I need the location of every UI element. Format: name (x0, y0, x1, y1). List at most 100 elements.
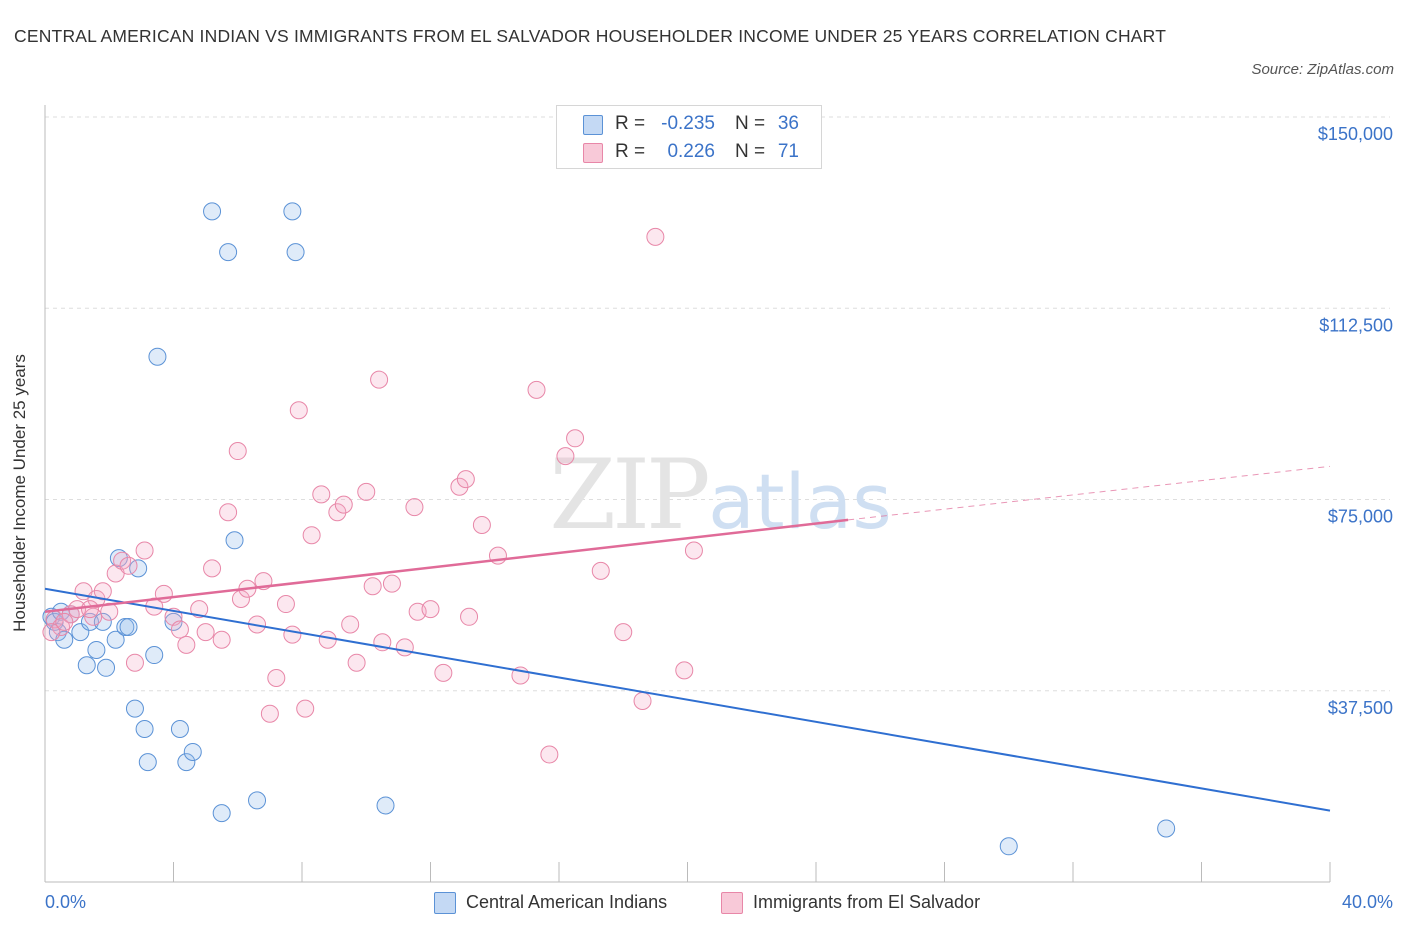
pink-point-61 (566, 429, 585, 448)
blue-swatch (583, 115, 603, 135)
pink-n-label: N = (735, 141, 766, 162)
pink-r-value: 0.226 (667, 141, 715, 162)
blue-n-value: 36 (777, 113, 799, 134)
pink-point-30 (267, 669, 286, 687)
y-tick-label-3: $150,000 (1318, 124, 1393, 144)
legend-swatch-blue (434, 892, 456, 914)
blue-point-16 (125, 699, 144, 718)
blue-point-18 (135, 720, 154, 738)
blue-point-7 (77, 656, 96, 675)
blue-point-34 (999, 837, 1018, 856)
pink-point-58 (527, 380, 546, 399)
axes (44, 105, 1331, 883)
pink-point-44 (370, 370, 389, 389)
blue-point-25 (183, 742, 202, 761)
pink-point-34 (296, 699, 315, 718)
pink-point-68 (42, 623, 61, 642)
pink-point-22 (212, 630, 231, 649)
blue-point-9 (87, 640, 106, 659)
pink-point-31 (276, 595, 295, 614)
pink-point-50 (421, 600, 440, 619)
y-tick-label-0: $37,500 (1328, 698, 1393, 718)
blue-point-19 (138, 753, 157, 772)
pink-point-55 (472, 516, 491, 534)
pink-point-66 (675, 661, 694, 680)
pink-point-12 (125, 653, 144, 672)
pink-n-value: 71 (777, 141, 799, 162)
pink-point-46 (382, 574, 401, 593)
trend-line-pink-extension (848, 465, 1331, 521)
pink-point-24 (228, 442, 247, 461)
pink-point-47 (395, 638, 414, 657)
trend-line-blue (44, 587, 1331, 812)
pink-point-20 (196, 623, 215, 642)
blue-point-8 (80, 612, 99, 631)
legend-swatch-pink (721, 892, 743, 914)
y-tick-label-2: $112,500 (1319, 315, 1393, 335)
blue-r-label: R = (615, 113, 646, 134)
blue-point-12 (106, 630, 125, 649)
blue-point-33 (376, 796, 395, 815)
grid-lines (45, 116, 1390, 692)
blue-point-26 (203, 202, 222, 221)
pink-point-42 (357, 482, 376, 501)
pink-point-63 (614, 623, 633, 642)
pink-point-7 (93, 582, 112, 601)
legend-label-blue: Central American Indians (466, 892, 668, 912)
blue-point-10 (97, 658, 116, 677)
pink-point-13 (135, 541, 154, 560)
blue-point-20 (145, 646, 164, 665)
blue-point-11 (93, 612, 112, 631)
pink-swatch (583, 143, 603, 163)
y-axis-label: Householder Income Under 25 years (10, 354, 29, 632)
pink-point-51 (434, 663, 453, 682)
legend-label-pink: Immigrants from El Salvador (753, 892, 981, 912)
blue-point-21 (148, 347, 167, 366)
pink-point-23 (219, 503, 238, 522)
blue-point-35 (1157, 819, 1176, 838)
blue-point-30 (248, 791, 267, 810)
y-tick-labels: $37,500 $75,000 $112,500 $150,000 (1318, 124, 1393, 718)
pink-point-64 (633, 691, 652, 710)
pink-point-21 (203, 559, 222, 578)
pink-point-52 (450, 477, 469, 496)
pink-point-17 (170, 620, 189, 639)
stats-box: R = -0.235 N = 36 R = 0.226 N = 71 (556, 105, 822, 169)
x-tick-labels: 0.0% 40.0% (45, 892, 1393, 912)
pink-point-32 (283, 625, 302, 644)
pink-point-38 (328, 503, 347, 522)
pink-point-65 (646, 227, 665, 246)
y-tick-label-1: $75,000 (1328, 507, 1393, 527)
blue-point-22 (164, 612, 183, 631)
pink-point-36 (312, 485, 331, 504)
blue-point-27 (212, 804, 231, 823)
watermark-zip: ZIP (549, 439, 708, 551)
trend-line-pink (44, 518, 849, 613)
blue-n-label: N = (735, 113, 766, 134)
pink-point-70 (80, 600, 99, 619)
pink-point-62 (591, 561, 610, 580)
pink-point-54 (460, 607, 479, 626)
pink-point-59 (540, 745, 559, 764)
pink-point-39 (334, 495, 353, 514)
x-tick-label-1: 40.0% (1342, 892, 1393, 912)
pink-point-37 (318, 630, 337, 649)
pink-point-18 (177, 635, 196, 654)
blue-r-value: -0.235 (661, 113, 715, 134)
pink-point-40 (341, 615, 360, 634)
pink-point-11 (119, 556, 138, 575)
stats-row-blue: R = -0.235 N = 36 (557, 110, 821, 138)
pink-point-41 (347, 653, 366, 672)
blue-point-28 (219, 243, 238, 262)
blue-point-24 (177, 753, 196, 772)
source-label: Source: ZipAtlas.com (1251, 61, 1394, 78)
stats-row-pink: R = 0.226 N = 71 (557, 138, 821, 166)
pink-point-43 (363, 577, 382, 596)
pink-point-69 (55, 612, 74, 631)
pink-point-29 (260, 704, 279, 723)
pink-point-35 (302, 526, 321, 545)
x-tick-label-0: 0.0% (45, 892, 86, 912)
blue-point-23 (170, 720, 189, 738)
blue-point-31 (283, 202, 302, 221)
